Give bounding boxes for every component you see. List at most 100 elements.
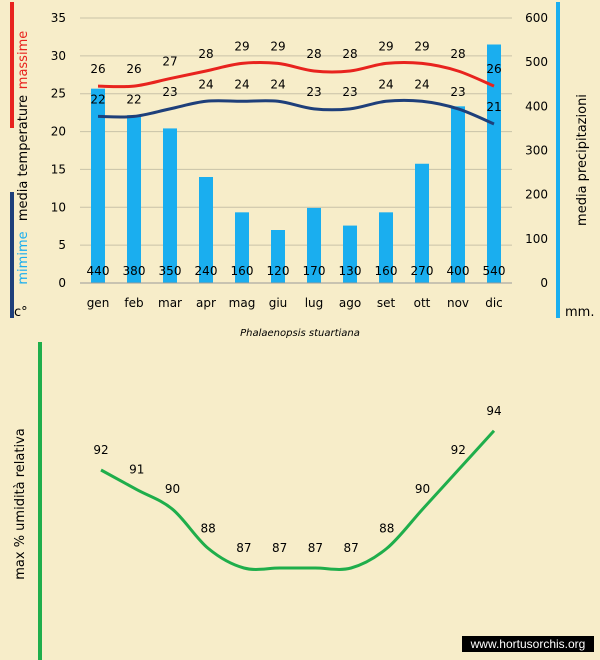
humidity-label: 87 (272, 541, 287, 555)
top-gridlines (80, 17, 512, 246)
humidity-label: 92 (93, 443, 108, 457)
top-data-labels: 440 380 350 240 160 120 170 130 160 270 400 540 26 26… (87, 39, 506, 278)
left-unit-label: c° (14, 305, 28, 320)
precipitation-label: 270 (411, 264, 434, 278)
precipitation-label: 540 (483, 264, 506, 278)
left-tick-label: 5 (58, 238, 66, 252)
precipitation-bar (379, 212, 393, 283)
precipitation-bar (235, 212, 249, 283)
humidity-axis-accent (38, 342, 42, 660)
x-tick-label: giu (269, 296, 288, 310)
left-tick-label: 20 (51, 125, 66, 139)
ylabel-media-temperature: media temperature (16, 95, 31, 221)
right-tick-label: 500 (525, 55, 548, 69)
precipitation-bar (91, 88, 105, 284)
left-tick-label: 35 (51, 11, 66, 25)
left-tick-label: 0 (58, 276, 66, 290)
species-caption: Phalaenopsis stuartiana (240, 328, 360, 339)
x-tick-label: apr (196, 296, 216, 310)
max-temp-label: 26 (90, 62, 105, 76)
precipitation-bar (487, 44, 501, 283)
humidity-label: 91 (129, 463, 144, 477)
right-unit-label: mm. (565, 305, 594, 320)
max-axis-accent (10, 2, 14, 128)
x-tick-label: gen (87, 296, 110, 310)
right-tick-label: 200 (525, 188, 548, 202)
min-temp-label: 23 (342, 85, 357, 99)
humidity-label: 87 (236, 541, 251, 555)
precipitation-bar (415, 163, 429, 283)
min-temp-label: 24 (234, 77, 249, 91)
x-tick-label: mar (158, 296, 182, 310)
right-tick-label: 100 (525, 232, 548, 246)
right-tick-label: 600 (525, 11, 548, 25)
precipitation-label: 240 (195, 264, 218, 278)
precipitation-bar (343, 225, 357, 283)
precipitation-label: 400 (447, 264, 470, 278)
humidity-line (100, 429, 496, 571)
ylabel-humidity: max % umidità relativa (13, 428, 28, 580)
precipitation-label: 170 (303, 264, 326, 278)
max-temp-label: 29 (414, 39, 429, 53)
precipitation-bar (199, 177, 213, 283)
min-temp-label: 24 (270, 77, 285, 91)
right-tick-label: 400 (525, 99, 548, 113)
min-temp-label: 22 (90, 92, 105, 106)
x-tick-label: ott (414, 296, 431, 310)
precipitation-bars (91, 44, 501, 284)
left-tick-label: 25 (51, 87, 66, 101)
max-temp-label: 28 (342, 47, 357, 61)
humidity-label: 88 (379, 521, 394, 535)
humidity-chart: max % umidità relativa 92 91 90 88 87 87 87 87 8… (13, 342, 502, 660)
max-temp-label: 28 (198, 47, 213, 61)
max-temp-label: 26 (126, 62, 141, 76)
min-temp-label: 23 (162, 85, 177, 99)
min-temp-label: 24 (378, 77, 393, 91)
humidity-label: 92 (451, 443, 466, 457)
humidity-label: 87 (308, 541, 323, 555)
min-temp-label: 24 (414, 77, 429, 91)
max-temp-label: 27 (162, 55, 177, 69)
precipitation-axis-accent (556, 2, 560, 318)
max-temp-label: 26 (486, 62, 501, 76)
min-temp-label: 24 (198, 77, 213, 91)
precipitation-label: 350 (159, 264, 182, 278)
max-temp-label: 29 (378, 39, 393, 53)
precipitation-label: 120 (267, 264, 290, 278)
humidity-data-labels: 92 91 90 88 87 87 87 87 88 90 92 94 (93, 404, 501, 555)
precipitation-label: 130 (339, 264, 362, 278)
x-tick-label: lug (305, 296, 324, 310)
min-temp-label: 23 (450, 85, 465, 99)
humidity-label: 90 (165, 482, 180, 496)
x-tick-label: mag (229, 296, 256, 310)
precipitation-bar (163, 128, 177, 283)
right-tick-label: 0 (540, 276, 548, 290)
min-temp-label: 22 (126, 92, 141, 106)
x-tick-label: feb (124, 296, 143, 310)
precipitation-label: 160 (231, 264, 254, 278)
humidity-label: 94 (486, 404, 501, 418)
precipitation-bar (451, 106, 465, 283)
precipitation-label: 160 (375, 264, 398, 278)
humidity-label: 88 (201, 521, 216, 535)
ylabel-mimime: mimime (16, 231, 31, 284)
x-tick-label: nov (447, 296, 469, 310)
precipitation-bar (127, 115, 141, 284)
ylabel-massime: massime (16, 31, 31, 89)
x-tick-label: ago (339, 296, 361, 310)
min-axis-accent (10, 192, 14, 318)
max-temp-label: 28 (306, 47, 321, 61)
min-temperature-line (97, 98, 495, 126)
left-tick-label: 10 (51, 200, 66, 214)
max-temperature-line (97, 60, 495, 89)
precipitation-label: 440 (87, 264, 110, 278)
ylabel-media-precipitazioni: media precipitazioni (575, 94, 590, 226)
left-tick-label: 15 (51, 162, 66, 176)
precipitation-bar (307, 207, 321, 283)
humidity-label: 87 (343, 541, 358, 555)
min-temp-label: 21 (486, 100, 501, 114)
left-tick-label: 30 (51, 49, 66, 63)
